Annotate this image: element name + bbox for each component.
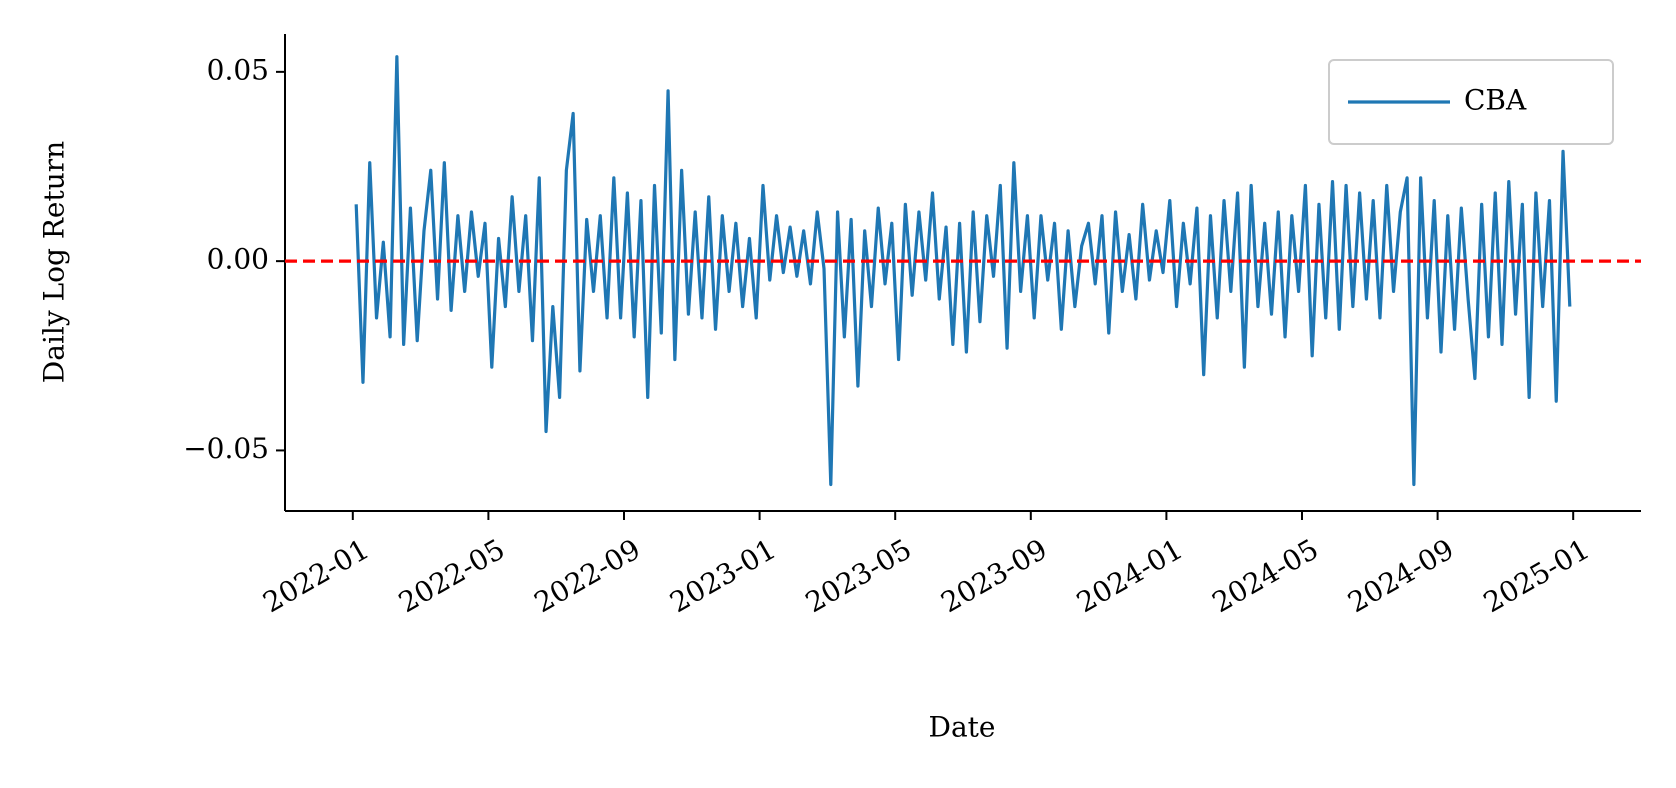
y-tick-label: −0.05	[183, 432, 269, 465]
x-tick-label: 2024-01	[1071, 532, 1188, 619]
x-tick-label: 2022-05	[393, 532, 510, 619]
legend-label: CBA	[1464, 84, 1527, 117]
x-tick-label: 2022-01	[257, 532, 374, 619]
y-tick-label: 0.05	[207, 53, 269, 86]
data-line	[354, 55, 1572, 487]
x-tick-label: 2023-05	[800, 532, 917, 619]
x-tick-label: 2022-09	[529, 532, 646, 619]
x-tick-label: 2023-09	[935, 532, 1052, 619]
x-tick-label: 2023-01	[664, 532, 781, 619]
x-tick-label: 2025-01	[1478, 532, 1595, 619]
x-tick-label: 2024-05	[1207, 532, 1324, 619]
legend-box	[1328, 59, 1614, 145]
x-axis-label: Date	[929, 711, 996, 744]
x-tick-label: 2024-09	[1342, 532, 1459, 619]
y-axis-label: Daily Log Return	[38, 141, 71, 383]
y-tick-label: 0.00	[207, 243, 269, 276]
